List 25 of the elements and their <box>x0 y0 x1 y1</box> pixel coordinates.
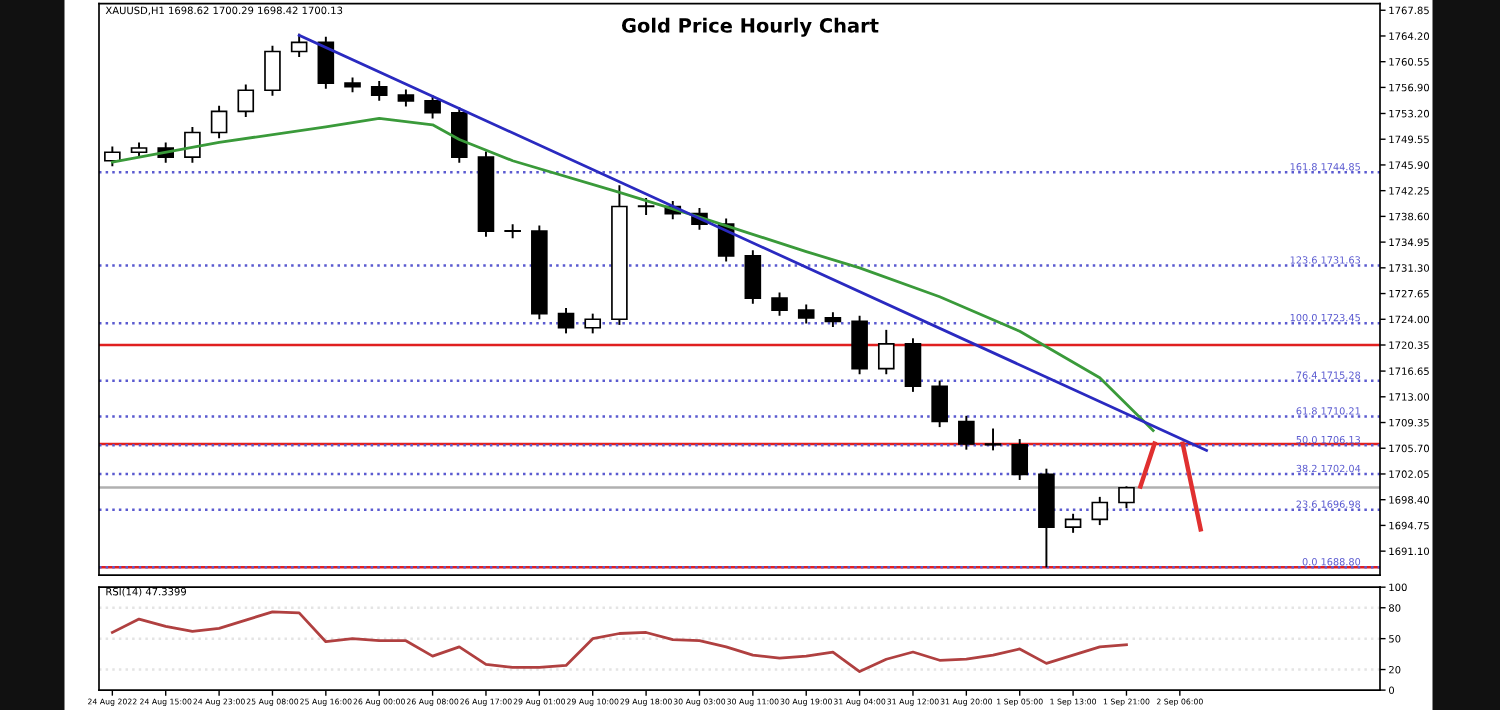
candlestick <box>184 125 201 164</box>
candlestick <box>771 291 788 317</box>
candlestick <box>1118 485 1135 510</box>
text: Gold Price Hourly Chart <box>621 17 879 37</box>
candlestick <box>584 312 602 335</box>
candlestick <box>931 379 948 429</box>
candlestick <box>1091 495 1109 527</box>
candlestick <box>877 328 895 376</box>
candlestick <box>317 35 335 90</box>
candlestick <box>904 337 922 393</box>
candlestick <box>264 44 281 97</box>
line-series <box>110 610 1128 673</box>
candlestick <box>797 303 815 325</box>
candlestick <box>557 307 575 335</box>
candlestick <box>851 314 868 376</box>
candlestick <box>958 414 975 451</box>
candlestick <box>744 249 762 305</box>
candlestick <box>450 106 468 164</box>
candlestick <box>984 427 1002 452</box>
candlestick <box>104 145 121 168</box>
candlestick <box>237 83 255 118</box>
candlestick <box>1064 512 1082 534</box>
candlestick <box>370 80 388 102</box>
candlestick <box>1011 438 1029 481</box>
candlestick <box>210 104 228 140</box>
